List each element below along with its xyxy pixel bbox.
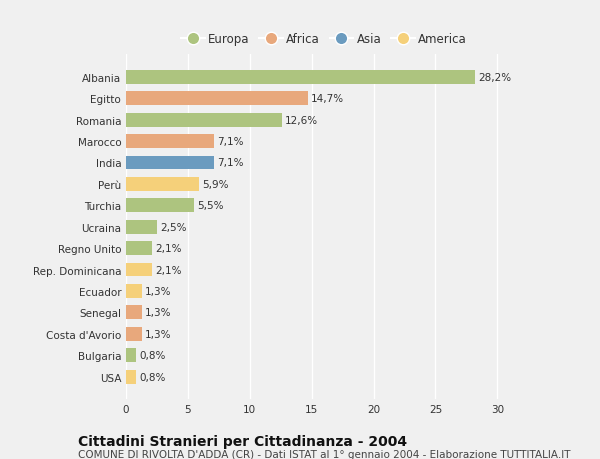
Text: Cittadini Stranieri per Cittadinanza - 2004: Cittadini Stranieri per Cittadinanza - 2… (78, 434, 407, 448)
Text: 2,1%: 2,1% (155, 244, 182, 253)
Bar (126, 220, 157, 234)
Text: COMUNE DI RIVOLTA D'ADDA (CR) - Dati ISTAT al 1° gennaio 2004 - Elaborazione TUT: COMUNE DI RIVOLTA D'ADDA (CR) - Dati IST… (78, 449, 571, 459)
Bar (126, 135, 214, 149)
Text: 12,6%: 12,6% (285, 115, 318, 125)
Text: 5,5%: 5,5% (197, 201, 224, 211)
Text: 2,1%: 2,1% (155, 265, 182, 275)
Bar (126, 199, 194, 213)
Bar (126, 241, 152, 256)
Bar (126, 370, 136, 384)
Bar (126, 306, 142, 319)
Bar (126, 71, 475, 84)
Text: 1,3%: 1,3% (145, 286, 172, 296)
Bar (126, 327, 142, 341)
Text: 0,8%: 0,8% (139, 350, 166, 360)
Text: 1,3%: 1,3% (145, 308, 172, 318)
Bar (126, 284, 142, 298)
Bar (126, 92, 308, 106)
Text: 5,9%: 5,9% (202, 179, 229, 190)
Bar (126, 113, 282, 127)
Text: 7,1%: 7,1% (217, 158, 244, 168)
Text: 7,1%: 7,1% (217, 137, 244, 147)
Bar (126, 178, 199, 191)
Text: 0,8%: 0,8% (139, 372, 166, 382)
Bar (126, 348, 136, 362)
Bar (126, 263, 152, 277)
Bar (126, 156, 214, 170)
Text: 1,3%: 1,3% (145, 329, 172, 339)
Text: 28,2%: 28,2% (478, 73, 511, 83)
Text: 14,7%: 14,7% (311, 94, 344, 104)
Text: 2,5%: 2,5% (160, 222, 187, 232)
Legend: Europa, Africa, Asia, America: Europa, Africa, Asia, America (181, 33, 467, 46)
